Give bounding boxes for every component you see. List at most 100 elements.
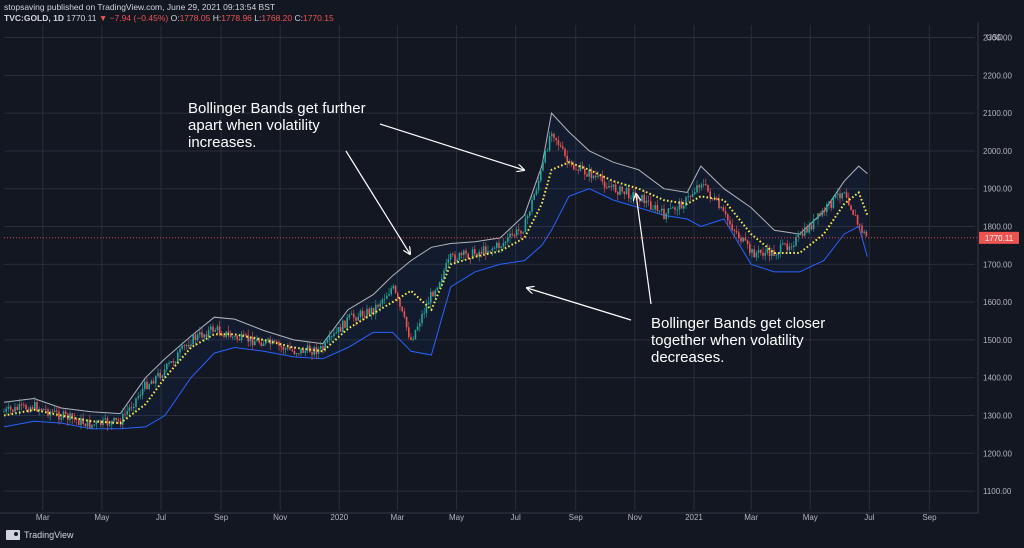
price-candle: [546, 150, 549, 152]
price-candle: [185, 344, 188, 347]
price-candle: [801, 233, 804, 236]
price-candle: [300, 348, 302, 354]
price-candle: [293, 350, 296, 355]
price-candle: [841, 192, 843, 199]
price-candle: [806, 227, 808, 233]
price-candle: [584, 168, 586, 175]
price-candle: [753, 249, 755, 258]
price-candle: [350, 313, 353, 315]
price-candle: [845, 192, 848, 198]
price-candle: [533, 194, 535, 200]
price-candle: [260, 342, 263, 346]
price-candle: [852, 209, 854, 215]
price-candle: [749, 244, 751, 253]
price-candle: [210, 326, 212, 330]
price-candle: [733, 229, 736, 232]
price-candle: [139, 395, 142, 397]
price-candle: [379, 303, 381, 307]
price-candle: [555, 137, 557, 141]
annotation-arrow: [527, 288, 632, 321]
price-candle: [674, 207, 676, 210]
price-candle: [755, 252, 758, 258]
price-candle: [694, 192, 696, 195]
price-candle: [163, 369, 166, 376]
price-candle: [520, 230, 522, 234]
price-candle: [647, 200, 650, 202]
price-candle: [73, 418, 76, 420]
band-fill: [4, 113, 868, 429]
price-candle: [31, 407, 34, 410]
price-candle: [698, 185, 700, 188]
price-candle: [529, 211, 531, 216]
price-candle: [577, 170, 579, 171]
annotation-text: apart when volatility: [188, 117, 320, 134]
price-candle: [401, 306, 403, 312]
price-candle: [469, 258, 472, 260]
symbol-label[interactable]: TVC:GOLD, 1D: [4, 13, 64, 23]
price-candle: [467, 253, 469, 259]
price-candle: [405, 316, 408, 328]
price-candle: [531, 199, 533, 212]
price-candle: [707, 184, 709, 192]
price-candle: [727, 214, 729, 221]
price-candle: [346, 317, 348, 328]
y-tick-label: 1500.00: [983, 336, 1012, 345]
price-candle: [619, 186, 621, 195]
x-tick-label: Sep: [569, 513, 584, 522]
price-candle: [89, 419, 91, 428]
brand-label: TradingView: [24, 530, 74, 540]
y-tick-label: 1900.00: [983, 185, 1012, 194]
price-candle: [64, 411, 67, 415]
price-candle: [478, 251, 480, 257]
price-candle: [689, 196, 692, 198]
price-candle: [623, 191, 626, 194]
price-candle: [60, 417, 62, 420]
price-candle: [408, 327, 410, 337]
price-candle: [863, 231, 865, 233]
x-tick-label: May: [803, 513, 818, 522]
price-candle: [104, 418, 106, 420]
price-candle: [509, 233, 511, 238]
price-candle: [828, 201, 830, 205]
price-candle: [207, 329, 210, 338]
price-candle: [179, 348, 181, 353]
price-candle: [570, 161, 573, 165]
price-candle: [614, 184, 617, 193]
price-candle: [590, 169, 593, 179]
price-candle: [227, 331, 230, 334]
price-candle: [366, 308, 368, 318]
low-label: L:: [254, 13, 262, 23]
price-candle: [458, 252, 461, 260]
price-candle: [326, 339, 329, 343]
price-candle: [71, 413, 73, 419]
y-tick-label: 1300.00: [983, 412, 1012, 421]
price-candle: [62, 411, 65, 418]
y-tick-label: 2300.00: [983, 34, 1012, 43]
price-candle: [282, 346, 285, 350]
price-candle: [256, 339, 258, 342]
annotation-text: together when volatility: [651, 332, 804, 349]
price-candle: [36, 402, 38, 411]
price-candle: [445, 263, 447, 271]
price-candle: [760, 249, 762, 253]
price-candle: [669, 208, 672, 210]
price-candle: [12, 409, 14, 412]
price-candle: [320, 346, 322, 349]
price-candle: [544, 150, 546, 163]
price-candle: [14, 407, 16, 412]
price-candle: [654, 205, 656, 210]
price-candle: [722, 207, 725, 212]
price-candle: [141, 388, 144, 396]
price-candle: [273, 340, 276, 342]
x-tick-label: Nov: [273, 513, 287, 522]
price-candle: [137, 396, 139, 399]
price-candle: [742, 237, 744, 242]
annotation-arrow: [379, 123, 524, 170]
price-candle: [117, 419, 120, 421]
price-candle: [421, 313, 423, 324]
price-candle: [111, 420, 113, 425]
price-candle: [612, 184, 615, 187]
price-candle: [133, 406, 135, 408]
price-candle: [328, 336, 331, 340]
